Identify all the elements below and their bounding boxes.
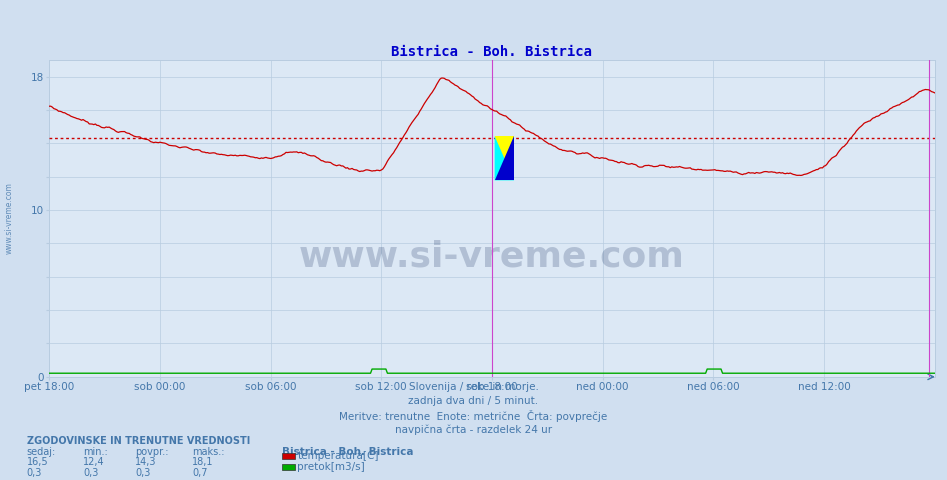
Text: 16,5: 16,5 [27,457,48,467]
Text: Bistrica - Boh. Bistrica: Bistrica - Boh. Bistrica [282,447,414,457]
Text: 12,4: 12,4 [83,457,105,467]
Text: navpična črta - razdelek 24 ur: navpična črta - razdelek 24 ur [395,425,552,435]
Text: maks.:: maks.: [192,447,224,457]
Text: pretok[m3/s]: pretok[m3/s] [297,462,366,472]
Text: Meritve: trenutne  Enote: metrične  Črta: povprečje: Meritve: trenutne Enote: metrične Črta: … [339,410,608,422]
Text: sedaj:: sedaj: [27,447,56,457]
Text: min.:: min.: [83,447,108,457]
Bar [494,136,514,180]
Text: 14,3: 14,3 [135,457,157,467]
Text: 18,1: 18,1 [192,457,214,467]
Text: zadnja dva dni / 5 minut.: zadnja dva dni / 5 minut. [408,396,539,406]
Text: 0,7: 0,7 [192,468,207,478]
Text: Slovenija / reke in morje.: Slovenija / reke in morje. [408,382,539,392]
Text: povpr.:: povpr.: [135,447,169,457]
Text: temperatura[C]: temperatura[C] [297,452,379,461]
Text: 0,3: 0,3 [135,468,151,478]
Polygon shape [494,136,514,180]
Text: www.si-vreme.com: www.si-vreme.com [299,240,685,274]
Polygon shape [494,136,514,180]
Text: ZGODOVINSKE IN TRENUTNE VREDNOSTI: ZGODOVINSKE IN TRENUTNE VREDNOSTI [27,436,250,446]
Text: 0,3: 0,3 [27,468,42,478]
Text: 0,3: 0,3 [83,468,98,478]
Text: www.si-vreme.com: www.si-vreme.com [5,182,14,254]
Title: Bistrica - Boh. Bistrica: Bistrica - Boh. Bistrica [391,45,593,59]
